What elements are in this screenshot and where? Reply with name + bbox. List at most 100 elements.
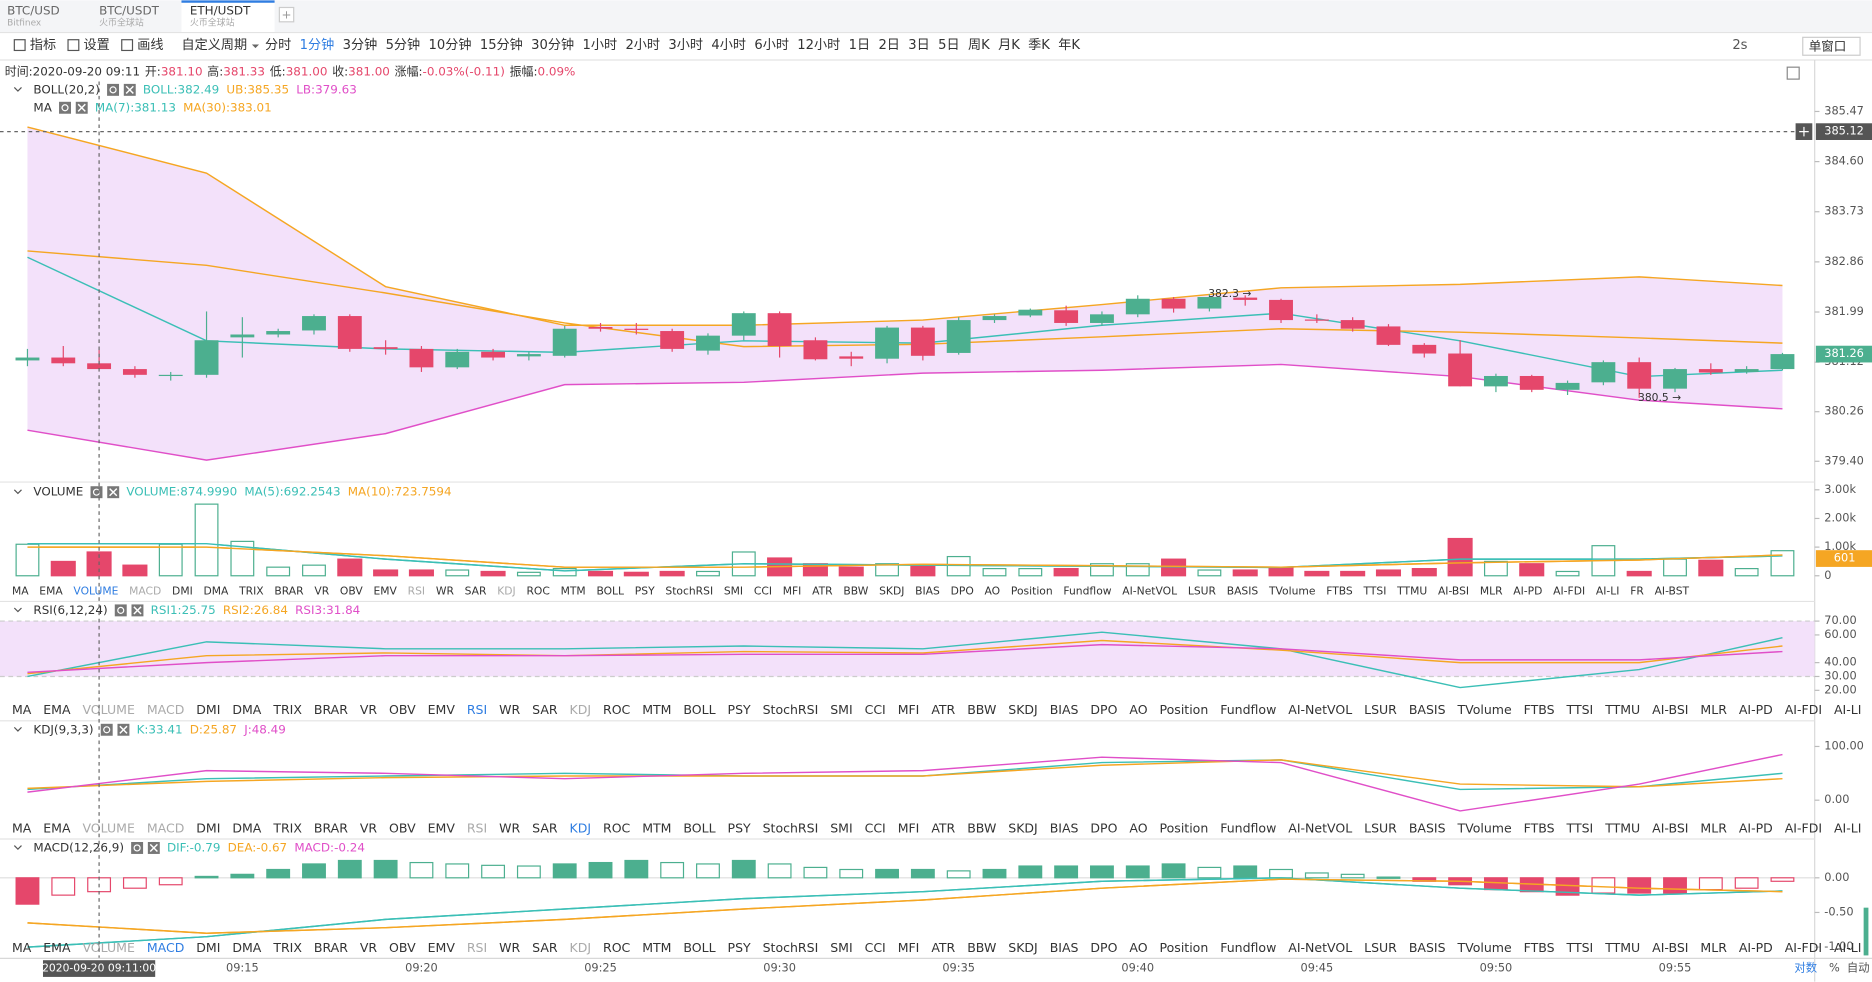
indicator-tab[interactable]: MA [12,820,32,835]
indicator-tab[interactable]: StochRSI [763,820,819,835]
period-button[interactable]: 月K [998,38,1020,53]
indicator-tab[interactable]: TTSI [1363,584,1387,597]
indicator-tab[interactable]: AI-PD [1739,940,1773,955]
indicator-tab[interactable]: Position [1011,584,1053,597]
indicator-tab[interactable]: WR [499,702,520,717]
indicator-tab[interactable]: FTBS [1524,940,1555,955]
indicator-tab[interactable]: AI-FDI [1785,702,1822,717]
indicator-tab[interactable]: FTBS [1326,584,1353,597]
indicator-tab[interactable]: DMA [204,584,230,597]
indicator-tab[interactable]: SKDJ [1008,940,1037,955]
indicator-tab[interactable]: BBW [967,820,996,835]
period-button[interactable]: 年K [1058,37,1080,53]
indicator-tab[interactable]: AO [1129,820,1147,835]
period-button[interactable]: 分时 [265,37,291,53]
fullscreen-icon[interactable] [1786,66,1800,80]
indicator-tab[interactable]: TVolume [1268,584,1316,597]
indicator-tab[interactable]: MA [12,702,32,717]
indicator-tab[interactable]: BIAS [1050,940,1079,955]
settings-icon[interactable] [131,842,144,854]
indicator-tab[interactable]: WR [499,940,520,955]
tool-button[interactable]: 画线 [137,37,163,53]
indicator-tab[interactable]: BASIS [1227,584,1259,597]
indicator-tab[interactable]: BRAR [314,702,348,717]
collapse-icon[interactable] [13,607,22,613]
indicator-tab[interactable]: Position [1160,820,1209,835]
indicator-tab[interactable]: AI-BSI [1438,584,1469,597]
indicator-tab[interactable]: DMA [232,940,261,955]
indicator-tab[interactable]: StochRSI [763,702,819,717]
indicator-tab[interactable]: TTSI [1566,702,1594,717]
period-button[interactable]: 2小时 [625,37,660,53]
indicator-tab[interactable]: AO [1129,940,1147,955]
indicator-tab[interactable]: TRIX [272,820,302,835]
indicator-tab[interactable]: BOLL [596,584,624,597]
indicator-tab[interactable]: FR [1630,584,1644,597]
indicator-tab[interactable]: DPO [1090,940,1117,955]
indicator-tab[interactable]: BASIS [1409,702,1446,717]
period-button[interactable]: 1日 [849,38,870,53]
indicator-tab[interactable]: MFI [783,584,802,597]
indicator-tab[interactable]: DPO [1090,820,1117,835]
indicator-tab[interactable]: AO [985,584,1001,597]
indicator-tab[interactable]: StochRSI [665,584,713,597]
indicator-tab[interactable]: StochRSI [763,940,819,955]
indicator-tab[interactable]: PSY [728,702,751,717]
indicator-tab[interactable]: KDJ [570,702,592,717]
indicator-tab[interactable]: AI-LI [1834,940,1861,955]
indicator-tab[interactable]: Position [1160,940,1209,955]
collapse-icon[interactable] [13,489,22,495]
indicator-tab[interactable]: MA [12,584,29,597]
axis-option[interactable]: % [1829,961,1840,975]
indicator-tab[interactable]: TTMU [1604,940,1640,955]
indicator-tab[interactable]: ATR [931,940,955,955]
indicator-tab[interactable]: BASIS [1409,820,1446,835]
indicator-tab[interactable]: MA [12,940,32,955]
indicator-tab[interactable]: MLR [1480,584,1503,597]
indicator-tab[interactable]: BOLL [683,820,715,835]
indicator-tab[interactable]: TTSI [1566,940,1594,955]
indicator-tab[interactable]: CCI [754,584,772,597]
custom-period[interactable]: 自定义周期 [181,37,247,53]
indicator-tab[interactable]: DPO [951,584,974,597]
indicator-tab[interactable]: MACD [147,940,185,955]
indicator-tab[interactable]: LSUR [1364,820,1397,835]
period-button[interactable]: 10分钟 [429,36,472,53]
indicator-tab[interactable]: BBW [967,940,996,955]
indicator-tab[interactable]: ROC [603,940,631,955]
period-button[interactable]: 5日 [938,38,959,53]
indicator-tab[interactable]: MLR [1700,940,1727,955]
indicator-tab[interactable]: EMV [428,702,456,717]
indicator-tab[interactable]: ROC [526,584,549,597]
tool-button[interactable]: 指标 [30,37,56,53]
indicator-tab[interactable]: TVolume [1457,940,1512,955]
indicator-tab[interactable]: OBV [389,820,416,835]
indicator-tab[interactable]: CCI [865,820,886,835]
refresh-rate[interactable]: 2s [1732,38,1747,53]
indicator-tab[interactable]: SMI [830,702,852,717]
indicator-tab[interactable]: MTM [561,584,586,597]
indicator-tab[interactable]: EMV [373,584,397,597]
indicator-tab[interactable]: FTBS [1524,820,1555,835]
indicator-tab[interactable]: BIAS [1050,702,1079,717]
indicator-tab[interactable]: WR [436,584,455,597]
indicator-tab[interactable]: EMA [39,584,63,597]
indicator-tab[interactable]: Fundflow [1220,820,1276,835]
indicator-tab[interactable]: Fundflow [1063,584,1111,597]
indicator-tab[interactable]: AI-BSI [1652,702,1688,717]
indicator-tab[interactable]: KDJ [497,584,515,597]
axis-option[interactable]: 对数 [1794,961,1817,975]
indicator-tab[interactable]: LSUR [1188,584,1217,597]
scrollbar[interactable] [1863,907,1869,956]
indicator-tab[interactable]: AI-NetVOL [1288,702,1352,717]
indicator-tab[interactable]: LSUR [1364,702,1397,717]
indicator-tab[interactable]: VOLUME [82,820,135,835]
indicator-tab[interactable]: AI-BST [1655,584,1690,597]
indicator-tab[interactable]: SKDJ [879,584,904,597]
settings-icon[interactable] [59,101,71,114]
indicator-tab[interactable]: DMI [196,940,220,955]
indicator-tab[interactable]: MACD [147,820,185,835]
indicator-tab[interactable]: CCI [865,940,886,955]
settings-icon[interactable] [90,486,103,499]
indicator-tab[interactable]: MFI [898,702,920,717]
